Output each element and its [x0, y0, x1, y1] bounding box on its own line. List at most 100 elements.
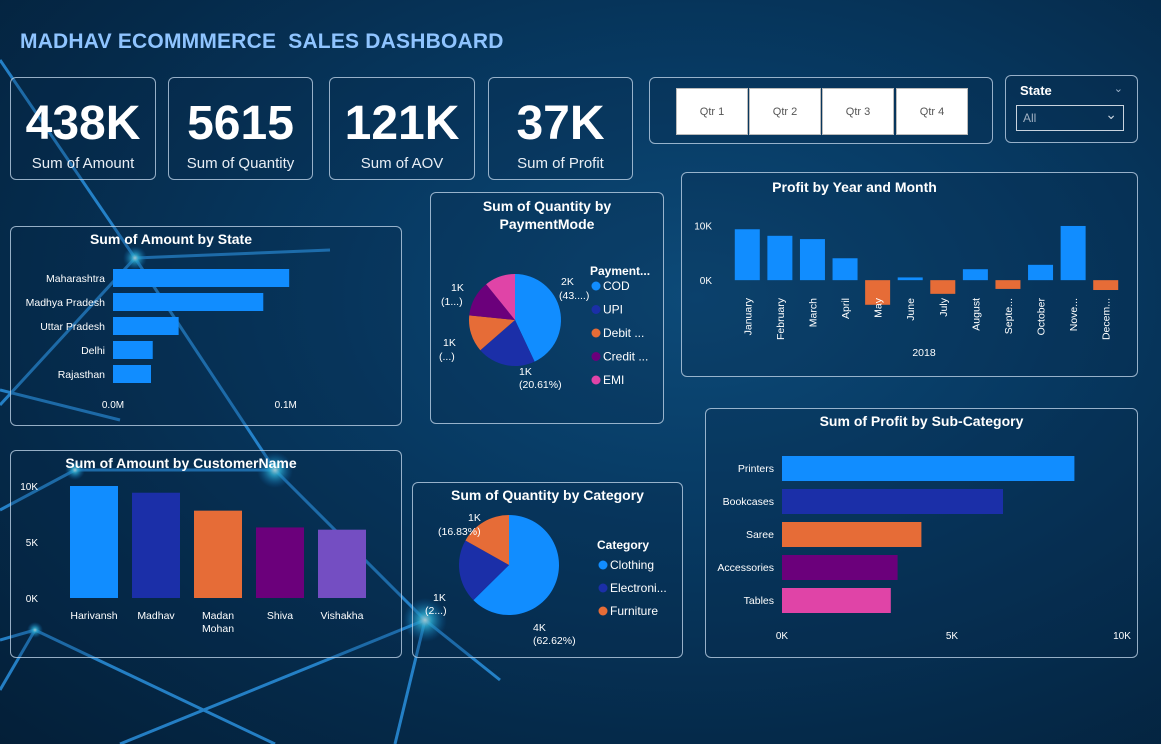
category-label: Delhi [81, 345, 105, 357]
state-bar-chart: Maharashtra Madhya Pradesh Uttar Pradesh De… [26, 269, 297, 411]
chart-title: Sum of Profit by Sub-Category [819, 413, 1024, 429]
pie-slice [459, 540, 509, 601]
state-dropdown[interactable]: All ⌄ [1016, 105, 1124, 131]
legend-marker [591, 375, 601, 385]
legend-label: Furniture [610, 604, 658, 618]
legend-marker [591, 305, 601, 314]
legend-label: Clothing [610, 558, 654, 572]
x-tick-label: Decem... [1101, 298, 1113, 340]
category-label: Tables [744, 595, 774, 607]
legend-label: EMI [603, 373, 624, 387]
x-tick-label: 10K [1113, 631, 1131, 642]
bar [113, 317, 179, 335]
kpi-value: 438K [25, 97, 141, 150]
x-tick-label: October [1036, 298, 1048, 336]
chart-title: Sum of Quantity by Category [451, 487, 644, 503]
dashboard-title: MADHAV ECOMMMERCE SALES DASHBOARD [20, 30, 504, 53]
bar [734, 229, 760, 281]
legend-label: Debit ... [603, 326, 644, 340]
chart-amount-by-customer: Sum of Amount by CustomerName 10K 5K 0K Har… [10, 450, 402, 658]
chevron-down-icon: ⌄ [1105, 106, 1117, 122]
bar [113, 341, 153, 359]
x-tick-label: Shiva [267, 610, 293, 622]
legend-marker [591, 352, 601, 361]
slice-label-value: 4K [533, 622, 546, 634]
chart-qty-by-payment: Sum of Quantity by PaymentMode 2K (43....… [430, 192, 664, 424]
kpi-card-aov[interactable]: 121K Sum of AOV [329, 77, 475, 180]
quarter-button-2[interactable]: Qtr 2 [749, 88, 821, 135]
pie-slice [473, 515, 559, 615]
x-tick-label: Madan [202, 610, 234, 622]
bar [1093, 280, 1119, 291]
category-label: Madhya Pradesh [26, 297, 106, 309]
category-label: Uttar Pradesh [40, 321, 105, 333]
chart-amount-by-state: Sum of Amount by State Maharashtra Madhya… [10, 226, 402, 426]
slice-label-value: 2K [561, 276, 574, 288]
quarter-slicer: Qtr 1 Qtr 2 Qtr 3 Qtr 4 [649, 77, 993, 144]
pie-slice [515, 274, 561, 362]
legend-label: UPI [603, 303, 623, 317]
bar [194, 510, 242, 598]
chart-profit-by-subcategory: Sum of Profit by Sub-Category Printers Bo… [705, 408, 1138, 658]
bar [1060, 225, 1086, 281]
category-label: Accessories [717, 562, 774, 574]
x-tick-label: Mohan [202, 623, 234, 635]
bar [782, 588, 891, 613]
bar [782, 555, 898, 580]
bar [767, 235, 793, 281]
chart-title: Sum of Amount by CustomerName [65, 455, 297, 471]
kpi-label: Sum of Profit [517, 155, 604, 172]
legend-marker [598, 583, 608, 593]
bar [782, 489, 1003, 514]
slice-label-pct: (16.83%) [438, 526, 481, 538]
x-axis-label: 2018 [912, 347, 936, 359]
kpi-card-profit[interactable]: 37K Sum of Profit [488, 77, 633, 180]
legend-marker [598, 606, 608, 616]
x-tick-label: Harivansh [70, 610, 117, 622]
state-slicer: State ⌄ All ⌄ [1005, 75, 1138, 143]
bar [132, 492, 180, 598]
payment-pie-chart: 2K(43....)1K(20.61%)1K(...)1K(1...)Payme… [439, 264, 650, 391]
slice-label-pct: (62.62%) [533, 635, 576, 647]
bar [113, 365, 151, 383]
chevron-down-icon[interactable]: ⌄ [1113, 83, 1123, 95]
chart-title: Sum of Quantity by PaymentMode [431, 197, 663, 233]
y-tick-label: 10K [20, 482, 38, 493]
legend-marker [591, 328, 601, 338]
legend-label: COD [603, 279, 630, 293]
bar [832, 258, 858, 281]
quarter-button-1[interactable]: Qtr 1 [676, 88, 748, 135]
slice-label-pct: (2...) [425, 605, 447, 617]
category-label: Printers [738, 463, 774, 475]
category-pie-chart: 4K(62.62%)1K(2...)1K(16.83%)CategoryClot… [425, 512, 667, 647]
x-tick-label: 0.0M [102, 400, 124, 411]
pie-slice [486, 274, 515, 320]
bar [865, 280, 891, 305]
bar [70, 486, 118, 598]
x-tick-label: Madhav [137, 610, 175, 622]
bar [782, 456, 1075, 481]
slice-label-pct: (...) [439, 351, 455, 363]
category-label: Rajasthan [58, 369, 105, 381]
pie-slice [465, 515, 509, 565]
chart-profit-by-month: Profit by Year and Month 10K 0K January Feb… [681, 172, 1138, 377]
legend-marker [591, 281, 601, 291]
subcategory-bar-chart: Printers Bookcases Saree Accessories Tables 0… [717, 456, 1131, 642]
x-tick-label: Nove... [1068, 298, 1080, 331]
x-tick-label: June [905, 298, 917, 321]
quarter-button-3[interactable]: Qtr 3 [822, 88, 894, 135]
category-label: Bookcases [723, 496, 774, 508]
bar [930, 280, 956, 294]
legend-marker [598, 560, 608, 570]
bar [113, 293, 264, 311]
pie-slice [469, 315, 515, 351]
legend-title: Category [597, 538, 649, 552]
kpi-card-amount[interactable]: 438K Sum of Amount [10, 77, 156, 180]
quarter-button-4[interactable]: Qtr 4 [896, 88, 968, 135]
x-tick-label: July [938, 297, 950, 316]
kpi-card-quantity[interactable]: 5615 Sum of Quantity [168, 77, 313, 180]
kpi-value: 5615 [187, 97, 294, 150]
month-bar-chart: 10K 0K January February March April May June Jul… [694, 221, 1119, 359]
slice-label-value: 1K [451, 282, 464, 294]
